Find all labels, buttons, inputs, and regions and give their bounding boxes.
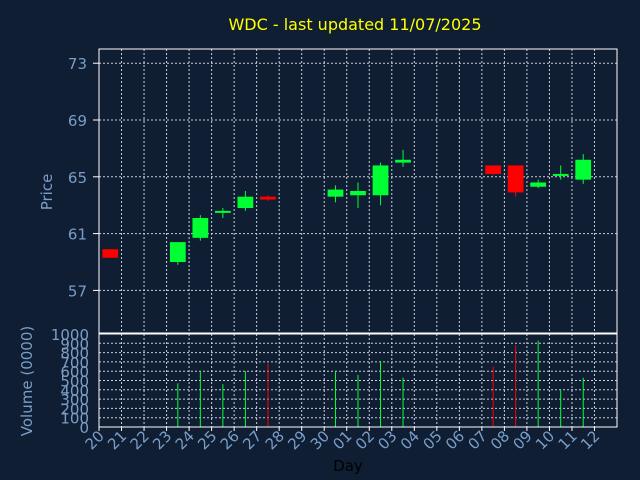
candle xyxy=(214,208,231,218)
candle xyxy=(102,249,119,258)
volume-tick-label: 900 xyxy=(60,335,89,353)
candle-body xyxy=(575,159,592,180)
candles xyxy=(102,149,592,265)
price-tick-label: 69 xyxy=(68,112,87,130)
volume-tick-label: 200 xyxy=(60,400,89,418)
volume-tick-label: 0 xyxy=(79,419,89,437)
volume-tick-label: 400 xyxy=(60,382,89,400)
price-axis-label: Price xyxy=(38,174,56,211)
volume-grid xyxy=(99,334,617,427)
volume-tick-label: 600 xyxy=(60,363,89,381)
candle-body xyxy=(102,249,119,258)
candle-body xyxy=(260,196,276,200)
candle xyxy=(575,154,592,184)
candle-body xyxy=(530,182,547,187)
candle xyxy=(530,179,547,189)
chart-title: WDC - last updated 11/07/2025 xyxy=(228,15,481,34)
candle xyxy=(327,185,344,203)
volume-tick-label: 100 xyxy=(60,410,89,428)
candle xyxy=(485,165,502,176)
candle-body xyxy=(395,159,411,163)
price-tick-label: 73 xyxy=(68,55,87,73)
candle-body xyxy=(350,191,366,196)
volume-tick-label: 1000 xyxy=(51,326,89,344)
candle-body xyxy=(192,217,209,238)
candle xyxy=(395,149,411,167)
price-tick-label: 65 xyxy=(68,169,87,187)
candle xyxy=(507,165,524,197)
candle-body xyxy=(552,173,569,176)
price-grid xyxy=(99,49,617,333)
candle xyxy=(372,162,389,206)
volume-tick-label: 800 xyxy=(60,345,89,363)
candle-body xyxy=(327,189,344,197)
volume-frame xyxy=(98,333,618,428)
price-tick-label: 61 xyxy=(68,226,87,244)
price-y-ticks: 57 61 65 69 73 xyxy=(68,55,99,300)
volume-tick-label: 700 xyxy=(60,354,89,372)
candle-body xyxy=(237,196,254,209)
candle-body xyxy=(169,242,186,262)
candle xyxy=(237,191,254,211)
candle xyxy=(192,215,209,241)
candle-body xyxy=(485,165,502,174)
candle-body xyxy=(507,165,524,193)
candle xyxy=(260,195,276,201)
candle xyxy=(350,182,366,209)
candle-body xyxy=(372,165,389,196)
candle xyxy=(552,165,569,180)
x-tick-label: 12 xyxy=(577,427,603,453)
volume-bars xyxy=(177,340,584,427)
candle-body xyxy=(214,210,231,213)
volume-tick-label: 500 xyxy=(60,373,89,391)
volume-tick-label: 300 xyxy=(60,391,89,409)
candle xyxy=(169,242,186,265)
x-ticks: 2021222324252627282930010203040506070809… xyxy=(82,427,603,453)
volume-axis-label: Volume (0000) xyxy=(18,326,36,436)
price-frame xyxy=(98,48,618,334)
price-tick-label: 57 xyxy=(68,282,87,300)
x-axis-label: Day xyxy=(333,457,363,475)
